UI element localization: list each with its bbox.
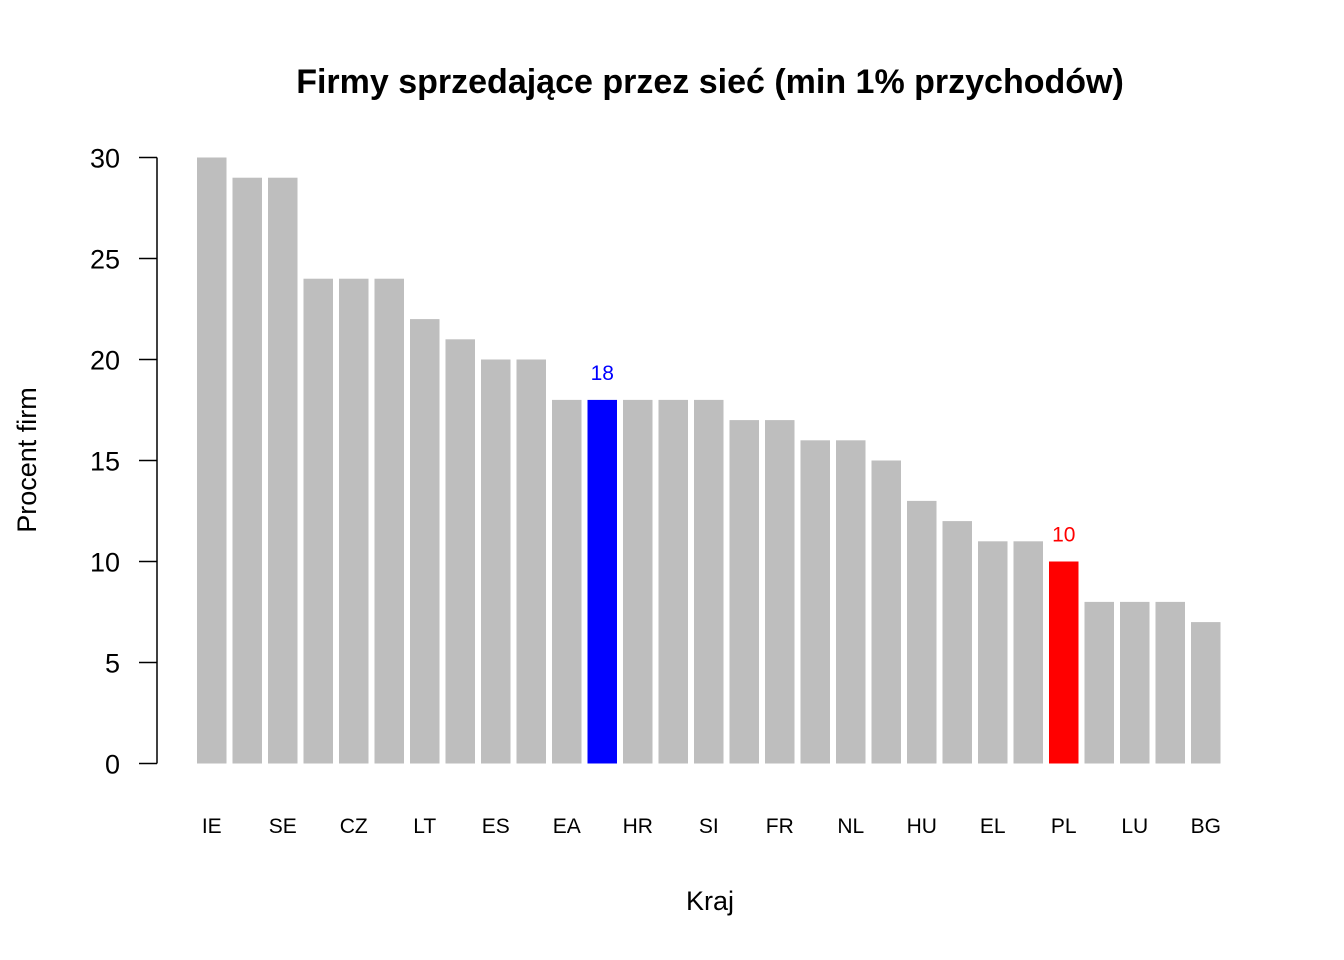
y-tick-label: 20 bbox=[90, 346, 120, 376]
chart-title: Firmy sprzedające przez sieć (min 1% prz… bbox=[296, 63, 1124, 101]
bar bbox=[1155, 601, 1185, 764]
bar bbox=[481, 359, 511, 764]
data-label: 10 bbox=[1052, 524, 1075, 547]
y-axis: 0 5 10 15 20 25 30 bbox=[90, 144, 158, 780]
x-tick-label: HU bbox=[907, 815, 937, 838]
x-axis-label: Kraj bbox=[686, 886, 734, 916]
x-tick-label: ES bbox=[482, 815, 510, 838]
x-tick-label: CZ bbox=[340, 815, 368, 838]
x-tick-label: HR bbox=[623, 815, 653, 838]
bar bbox=[729, 420, 759, 764]
y-tick-label: 10 bbox=[90, 548, 120, 578]
bar bbox=[942, 521, 972, 764]
x-tick-label: LU bbox=[1121, 815, 1148, 838]
bar bbox=[978, 541, 1008, 764]
bar bbox=[765, 420, 795, 764]
x-tick-label: NL bbox=[837, 815, 864, 838]
x-tick-label: FR bbox=[766, 815, 794, 838]
bar bbox=[445, 339, 475, 764]
x-tick-labels: IE SE CZ LT ES EA HR SI FR NL HU EL PL LU BG bbox=[202, 815, 1221, 838]
y-tick-label: 30 bbox=[90, 144, 120, 174]
bar bbox=[374, 278, 404, 764]
bar bbox=[658, 399, 688, 764]
x-tick-label: EL bbox=[980, 815, 1006, 838]
y-tick-label: 25 bbox=[90, 245, 120, 275]
bar bbox=[1120, 601, 1150, 764]
bar bbox=[587, 399, 617, 764]
x-tick-label: IE bbox=[202, 815, 222, 838]
y-axis-label: Procent firm bbox=[12, 387, 42, 533]
bar bbox=[410, 319, 440, 764]
bar bbox=[623, 399, 653, 764]
x-tick-label: LT bbox=[413, 815, 436, 838]
bar bbox=[1084, 601, 1114, 764]
bar bbox=[516, 359, 546, 764]
bar bbox=[907, 500, 937, 764]
data-label: 18 bbox=[591, 362, 614, 385]
y-tick-label: 0 bbox=[105, 750, 120, 780]
bar bbox=[232, 177, 262, 764]
bar bbox=[268, 177, 298, 764]
bar bbox=[303, 278, 333, 764]
bar bbox=[694, 399, 724, 764]
bar bbox=[871, 460, 901, 764]
bar bbox=[800, 440, 830, 764]
bar bbox=[339, 278, 369, 764]
y-tick-label: 5 bbox=[105, 649, 120, 679]
bar bbox=[1013, 541, 1043, 764]
bar bbox=[836, 440, 866, 764]
bar bbox=[1191, 622, 1221, 764]
x-tick-label: SE bbox=[269, 815, 297, 838]
y-tick-label: 15 bbox=[90, 447, 120, 477]
bar bbox=[1049, 561, 1079, 764]
x-tick-label: SI bbox=[699, 815, 719, 838]
bar bbox=[197, 157, 227, 764]
x-tick-label: BG bbox=[1191, 815, 1221, 838]
bar bbox=[552, 399, 582, 764]
bars bbox=[197, 157, 1221, 764]
x-tick-label: EA bbox=[553, 815, 581, 838]
x-tick-label: PL bbox=[1051, 815, 1077, 838]
